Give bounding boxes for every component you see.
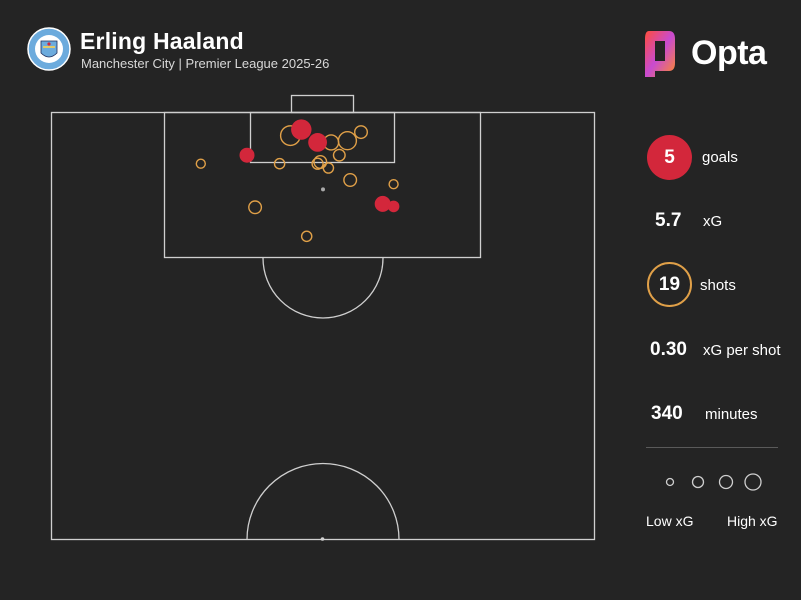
legend-divider [646,447,778,448]
shot-marker [322,162,335,174]
legend-low-label: Low xG [646,513,694,529]
goal-marker [374,195,391,212]
shot-marker [300,230,313,243]
goal-frame [290,94,355,114]
centre-circle [246,462,400,540]
legend-high-label: High xG [727,513,778,529]
player-name: Erling Haaland [80,28,244,54]
blocked-shot-marker [321,187,325,192]
shot-marker [332,148,346,162]
legend-size-3 [718,474,734,490]
club-crest-icon [27,27,71,71]
legend-size-4 [744,473,762,491]
half-pitch-outline [50,111,596,541]
xg-per-shot-label: xG per shot [703,342,781,359]
minutes-value: 340 [651,403,683,424]
shot-marker [248,200,263,215]
shot-marker [311,157,324,170]
goal-marker [308,133,327,152]
shots-label: shots [700,277,736,294]
shot-marker [195,158,207,169]
minutes-label: minutes [705,406,758,423]
goals-value: 5 [664,146,675,168]
legend-size-2 [691,475,705,489]
legend-size-1 [665,477,675,487]
penalty-arc [262,257,384,319]
xg-value: 5.7 [655,210,682,231]
opta-logo-icon [645,31,675,77]
goal-marker [387,200,400,213]
shots-layer [195,119,400,243]
team-competition: Manchester City | Premier League 2025-26 [81,56,330,71]
shot-marker [343,172,358,187]
centre-spot [320,537,325,541]
shots-value: 19 [658,273,681,295]
xg-size-legend [665,473,762,491]
penalty-area [163,111,482,259]
shot-marker [337,130,358,151]
xg-per-shot-value: 0.30 [650,339,687,360]
goals-label: goals [702,149,738,166]
shots-badge: 19 [647,262,692,307]
brand-name: Opta [691,34,767,72]
shot-marker [354,125,369,140]
shot-marker [388,178,399,190]
goal-marker [239,147,255,163]
xg-label: xG [703,213,723,230]
goals-badge: 5 [647,135,692,180]
shot-marker [273,157,286,170]
goal-marker [291,119,312,140]
